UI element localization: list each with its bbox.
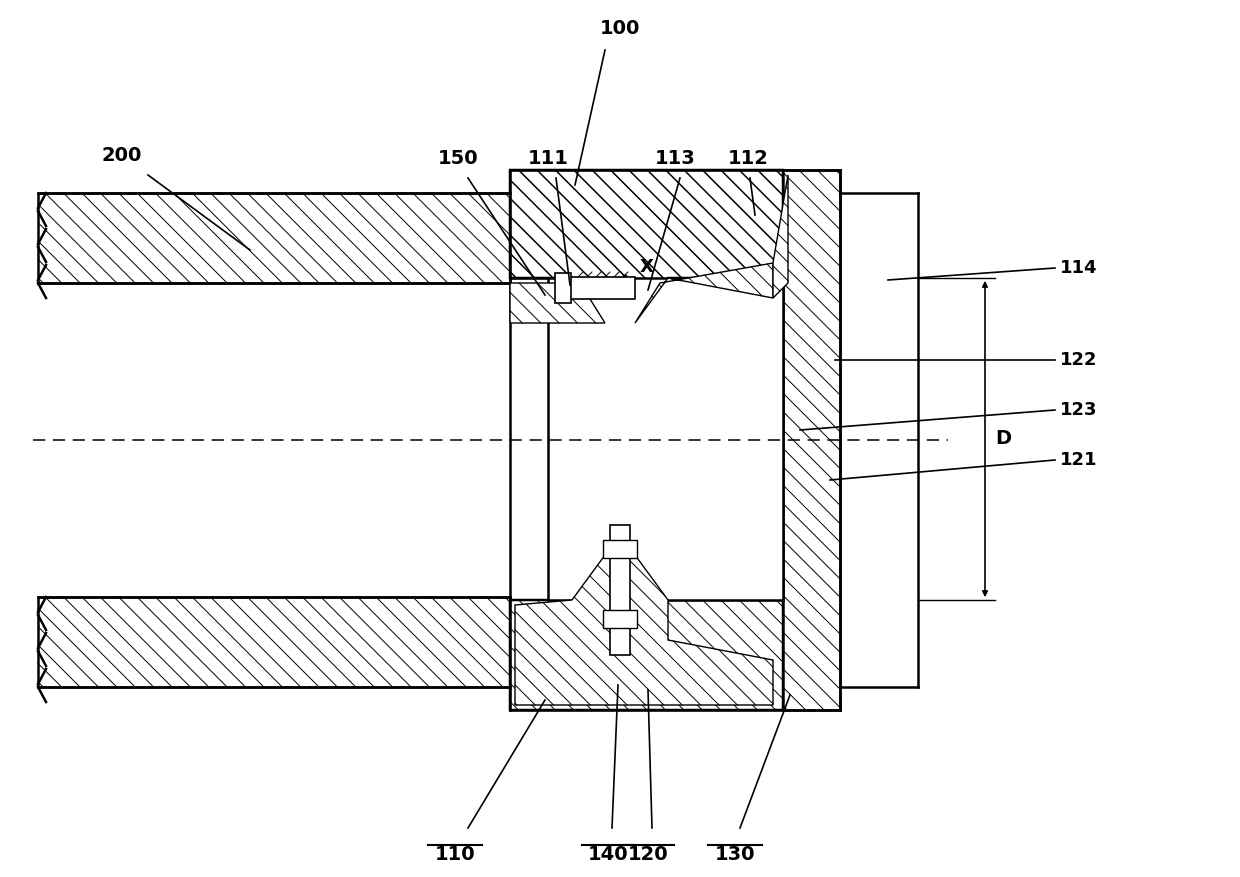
Bar <box>548 278 782 600</box>
Text: 150: 150 <box>438 149 479 168</box>
Bar <box>782 170 839 710</box>
Bar <box>603 540 637 558</box>
Polygon shape <box>510 283 605 323</box>
Bar <box>556 273 570 303</box>
Text: 111: 111 <box>527 149 568 168</box>
Bar <box>570 277 635 299</box>
Text: 113: 113 <box>655 149 696 168</box>
Polygon shape <box>510 170 782 353</box>
Bar <box>603 610 637 628</box>
Bar <box>610 525 630 655</box>
Text: 114: 114 <box>1060 259 1097 277</box>
Bar <box>510 170 782 278</box>
Text: 122: 122 <box>1060 351 1097 369</box>
Text: 110: 110 <box>435 845 475 864</box>
Polygon shape <box>510 525 782 710</box>
Polygon shape <box>773 175 787 298</box>
Polygon shape <box>515 555 773 705</box>
Text: 140: 140 <box>588 845 629 864</box>
Text: 121: 121 <box>1060 451 1097 469</box>
Text: 120: 120 <box>627 845 668 864</box>
Text: 112: 112 <box>728 149 769 168</box>
Polygon shape <box>635 263 773 323</box>
Text: 100: 100 <box>600 19 640 38</box>
Bar <box>38 597 510 687</box>
Text: 200: 200 <box>102 146 143 165</box>
Bar <box>38 193 510 283</box>
Text: X: X <box>640 259 653 276</box>
Text: D: D <box>994 430 1011 448</box>
Text: 123: 123 <box>1060 401 1097 419</box>
Text: 130: 130 <box>714 845 755 864</box>
